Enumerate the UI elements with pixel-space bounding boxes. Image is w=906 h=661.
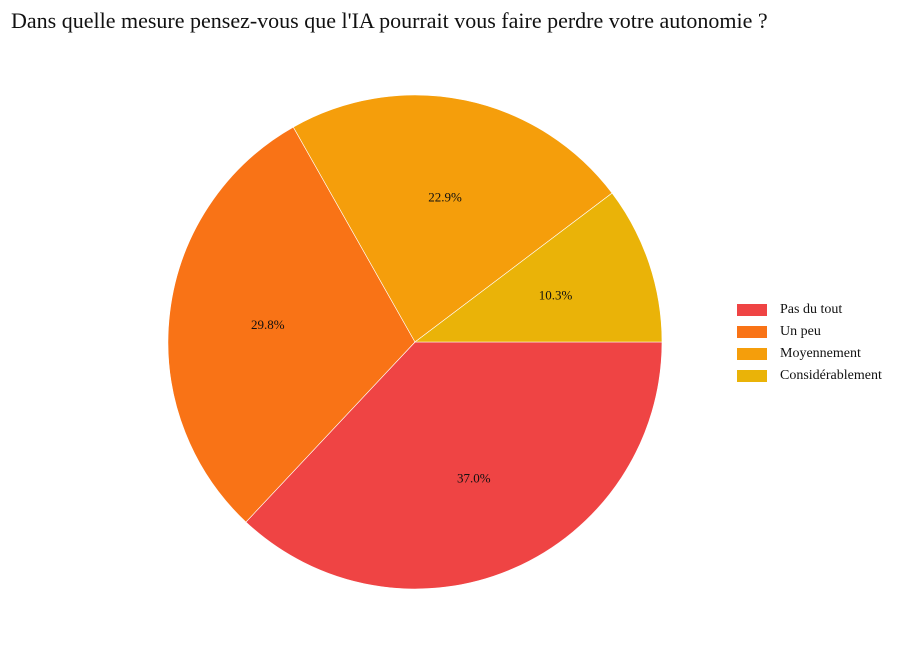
legend-swatch [737, 304, 767, 316]
legend-label: Un peu [780, 324, 821, 339]
legend-label: Pas du tout [780, 302, 843, 317]
pie-label-considerablement: 10.3% [539, 287, 573, 302]
pie-label-pas-du-tout: 37.0% [457, 471, 491, 486]
pie-slice-pas-du-tout [245, 341, 663, 590]
legend-swatch [737, 326, 767, 338]
pie-slice-moyennement [292, 94, 613, 343]
legend-label: Moyennement [780, 346, 861, 361]
legend-swatch [737, 370, 767, 382]
pie-slice-considerablement [414, 192, 663, 343]
pie-slice-un-peu [167, 126, 416, 523]
chart-title: Dans quelle mesure pensez-vous que l'IA … [11, 8, 768, 33]
pie-label-moyennement: 22.9% [428, 189, 462, 204]
legend-item-moyennement: Moyennement [737, 343, 882, 365]
legend-item-pas-du-tout: Pas du tout [737, 299, 882, 321]
legend-label: Considérablement [780, 368, 882, 383]
legend-item-un-peu: Un peu [737, 321, 882, 343]
legend-swatch [737, 348, 767, 360]
legend-item-considerablement: Considérablement [737, 365, 882, 387]
pie-label-un-peu: 29.8% [251, 317, 285, 332]
legend: Pas du tout Un peu Moyennement Considéra… [737, 299, 882, 387]
